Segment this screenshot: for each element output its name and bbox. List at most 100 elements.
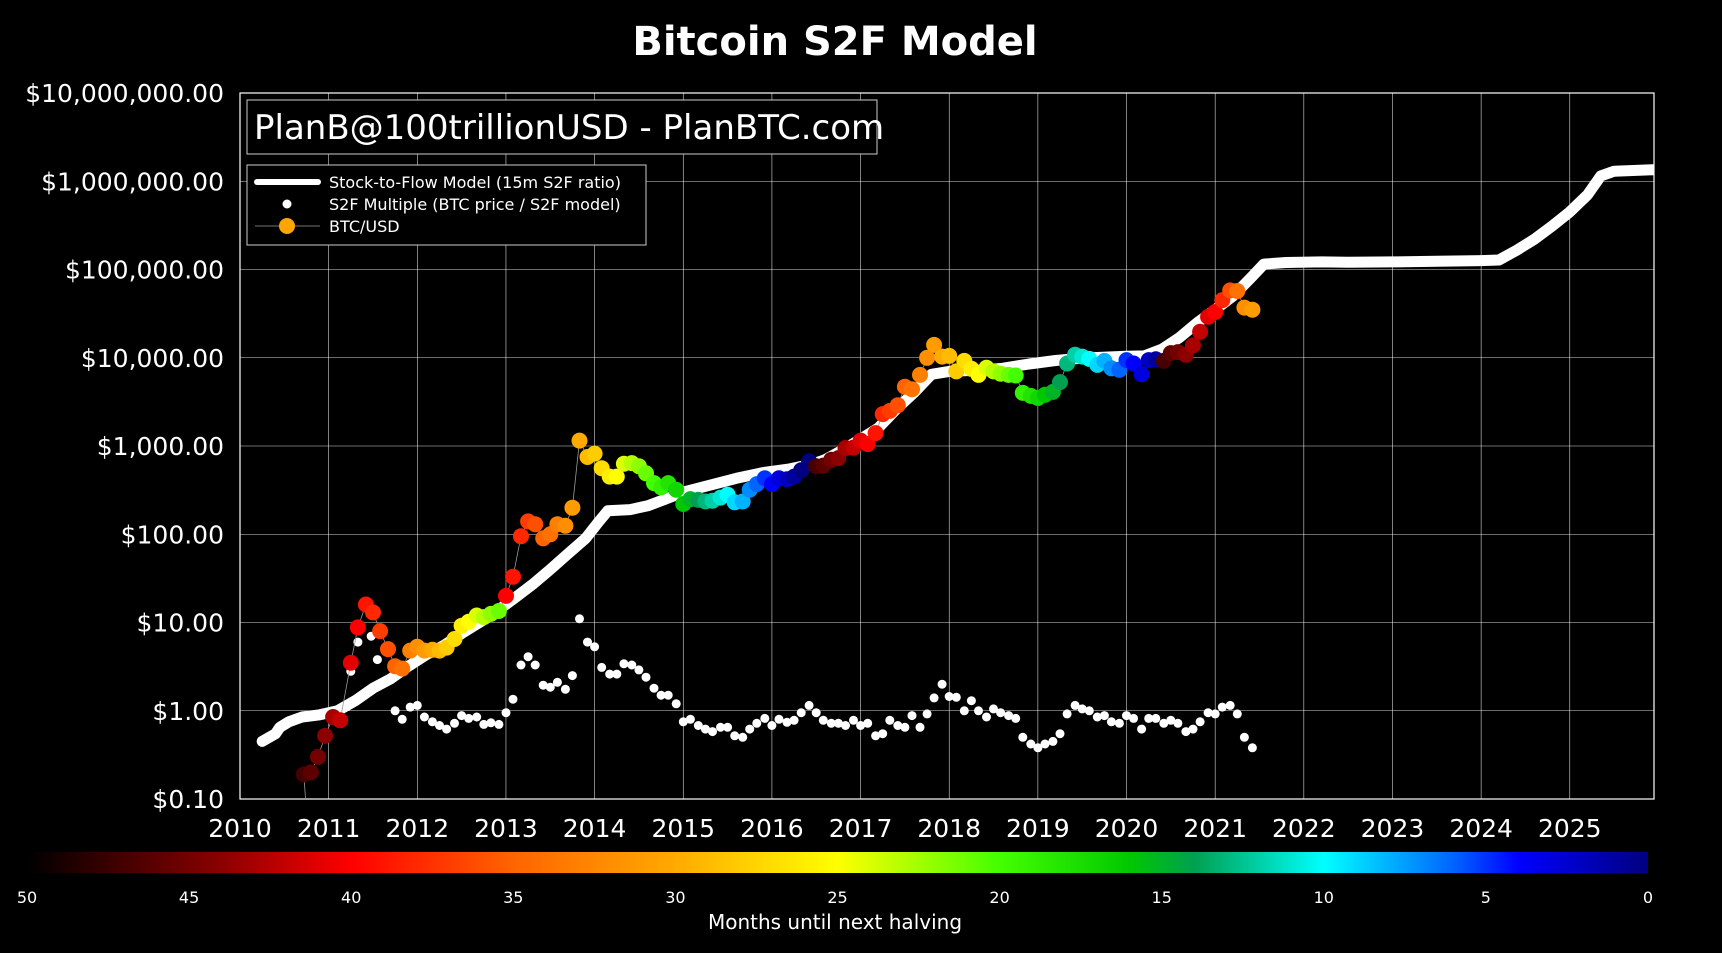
btc-price-point	[317, 727, 334, 744]
s2f-multiple-point	[1011, 713, 1021, 723]
s2f-multiple-point	[1092, 712, 1102, 722]
s2f-multiple-point	[841, 721, 850, 730]
s2f-multiple-point	[1210, 709, 1220, 719]
s2f-multiple-point	[871, 731, 881, 741]
y-tick-label: $100,000.00	[65, 256, 224, 285]
y-tick-label: $0.10	[152, 785, 224, 814]
s2f-multiple-point	[552, 677, 562, 687]
btc-price-point	[513, 528, 529, 545]
s2f-multiple-point	[745, 724, 755, 734]
btc-price-point	[734, 493, 751, 510]
s2f-multiple-point	[1217, 702, 1227, 712]
s2f-multiple-point	[450, 718, 459, 728]
s2f-multiple-point	[501, 708, 511, 718]
s2f-multiple-point	[1195, 717, 1205, 727]
btc-price-point	[867, 425, 884, 442]
s2f-multiple-point	[641, 672, 651, 682]
legend-multiple-swatch	[282, 199, 292, 209]
s2f-multiple-point	[1232, 709, 1242, 719]
s2f-multiple-point	[372, 655, 382, 665]
btc-price-series	[295, 282, 1261, 783]
colorbar-tick-label: 20	[989, 888, 1009, 907]
s2f-multiple-point	[922, 709, 932, 719]
s2f-multiple-point	[472, 712, 482, 722]
x-tick-label: 2025	[1538, 814, 1602, 843]
s2f-multiple-point	[597, 662, 607, 672]
s2f-multiple-point	[649, 683, 659, 693]
btc-price-point	[1052, 374, 1068, 391]
x-tick-label: 2013	[474, 814, 538, 843]
colorbar-label: Months until next halving	[708, 910, 962, 934]
s2f-multiple-point	[663, 690, 673, 700]
btc-price-point	[1229, 283, 1246, 299]
s2f-multiple-point	[1062, 709, 1072, 719]
s2f-model-line	[256, 164, 1654, 747]
x-tick-label: 2023	[1361, 814, 1425, 843]
watermark-box: PlanB@100trillionUSD - PlanBTC.com	[246, 99, 884, 155]
btc-price-point	[380, 641, 396, 658]
s2f-multiple-point	[678, 717, 688, 727]
s2f-multiple-point	[804, 700, 814, 710]
colorbar-tick-label: 15	[1152, 888, 1172, 907]
s2f-multiple-point	[760, 713, 770, 723]
s2f-multiple-point	[545, 682, 555, 692]
s2f-multiple-point	[1159, 718, 1169, 728]
s2f-multiple-point	[900, 722, 910, 732]
btc-price-point	[490, 603, 507, 619]
s2f-multiple-point	[1188, 724, 1198, 734]
s2f-multiple-point	[381, 676, 391, 685]
s2f-multiple-point	[944, 692, 954, 701]
s2f-multiple-point	[700, 724, 710, 734]
btc-price-point	[859, 436, 876, 453]
btc-price-point	[904, 381, 920, 398]
s2f-multiple-point	[1048, 736, 1058, 746]
x-tick-label: 2016	[740, 814, 804, 843]
btc-price-point	[332, 712, 349, 729]
s2f-multiple-point	[435, 721, 444, 730]
s2f-multiple-point	[1166, 715, 1176, 725]
s2f-multiple-series	[300, 614, 1257, 799]
btc-price-point	[926, 336, 943, 353]
s2f-multiple-point	[1239, 732, 1249, 742]
btc-price-point	[564, 499, 581, 516]
btc-price-point	[608, 468, 625, 485]
s2f-multiple-point	[419, 712, 429, 722]
s2f-multiple-point	[457, 711, 467, 721]
s2f-multiple-point	[1151, 713, 1161, 723]
s2f-multiple-point	[1055, 729, 1065, 739]
y-tick-label: $10.00	[137, 609, 224, 638]
s2f-multiple-point	[811, 708, 821, 718]
s2f-multiple-point	[907, 711, 917, 721]
s2f-multiple-point	[560, 684, 570, 694]
btc-price-point	[941, 347, 958, 364]
s2f-multiple-point	[893, 721, 903, 730]
x-tick-label: 2019	[1006, 814, 1070, 843]
s2f-multiple-point	[989, 704, 998, 714]
colorbar-tick-label: 5	[1481, 888, 1491, 907]
s2f-multiple-point	[634, 665, 644, 675]
x-tick-label: 2020	[1095, 814, 1159, 843]
x-tick-label: 2014	[563, 814, 627, 843]
s2f-multiple-point	[627, 660, 637, 670]
s2f-multiple-point	[516, 660, 526, 670]
btc-price-point	[365, 604, 381, 621]
s2f-multiple-point	[1122, 711, 1131, 721]
x-tick-label: 2011	[297, 814, 361, 843]
s2f-multiple-point	[397, 714, 407, 724]
s2f-multiple-point	[1203, 708, 1213, 718]
s2f-multiple-point	[774, 714, 784, 724]
s2f-multiple-point	[1114, 718, 1124, 728]
s2f-multiple-point	[863, 718, 873, 728]
s2f-multiple-point	[849, 715, 858, 725]
btc-price-point	[505, 568, 521, 585]
btc-price-point	[1133, 366, 1150, 383]
btc-price-point	[889, 397, 906, 414]
btc-price-point	[1244, 301, 1261, 318]
s2f-multiple-point	[538, 680, 548, 690]
s2f-multiple-point	[412, 700, 422, 710]
s2f-multiple-point	[567, 671, 577, 681]
s2f-multiple-point	[671, 699, 681, 709]
s2f-multiple-point	[523, 652, 533, 662]
s2f-multiple-point	[1077, 704, 1087, 714]
